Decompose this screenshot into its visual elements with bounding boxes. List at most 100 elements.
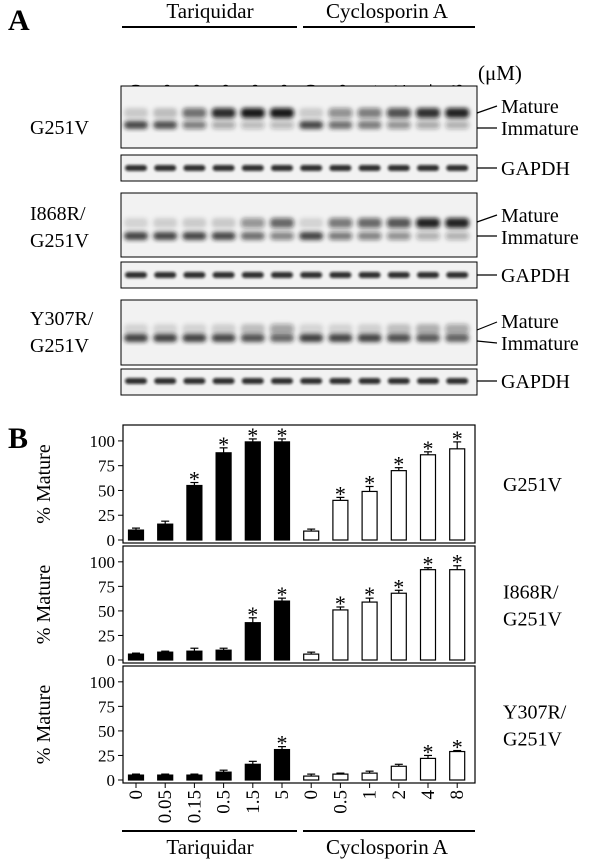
gapdh-band: [417, 165, 439, 171]
gapdh-band: [125, 272, 147, 278]
panel-b-label: B: [8, 422, 28, 455]
immature-band: [124, 121, 148, 129]
immature-band: [299, 334, 324, 342]
gapdh-band: [387, 165, 410, 171]
bar: [390, 765, 407, 781]
y-tick-label: 100: [90, 553, 116, 572]
bar: [419, 569, 437, 661]
mature-band: [386, 108, 411, 118]
significance-star: *: [364, 470, 375, 495]
unit-label: (μM): [478, 61, 522, 85]
immature-band: [357, 232, 382, 240]
significance-star: *: [423, 436, 434, 461]
blot3-label-line1: Y307R/: [30, 308, 94, 330]
percent-mature-chart: 0 25 50 75 100 % Mature G251V * * * * * * * * * 0 25 50 75 1…: [33, 423, 567, 790]
immature-band: [416, 121, 440, 129]
gapdh-band: [358, 272, 381, 278]
y-tick-label: 75: [98, 697, 115, 716]
bar: [303, 530, 320, 541]
immature-band: [182, 121, 207, 129]
bar: [127, 529, 145, 541]
x-tick-label: 0.5: [214, 790, 235, 814]
x-tick-label: 0.5: [330, 790, 351, 814]
x-tick-label: 8: [447, 790, 468, 800]
bar: [215, 771, 232, 781]
significance-star: *: [335, 591, 346, 616]
gapdh3-bands: [125, 378, 469, 384]
blot1-immature-label: Immature: [501, 118, 579, 140]
gapdh-band: [329, 272, 352, 278]
immature-band: [386, 334, 411, 342]
gapdh3-label: GAPDH: [501, 371, 570, 393]
significance-star: *: [452, 735, 463, 760]
gapdh-band: [183, 165, 206, 171]
x-tick-label: 1: [360, 790, 381, 800]
bar: [273, 441, 291, 541]
blot2-immature-label: Immature: [501, 227, 579, 249]
gapdh-band: [154, 272, 177, 278]
immature-band: [357, 334, 382, 342]
header-tariquidar: Tariquidar: [166, 0, 253, 23]
immature-band: [124, 232, 148, 240]
mature-band: [153, 108, 178, 118]
significance-star: *: [452, 426, 463, 451]
chart-genotype-label: I868R/: [503, 582, 559, 604]
x-tick-label: 0: [301, 790, 322, 800]
immature-band: [240, 121, 265, 129]
bar: [361, 490, 378, 541]
bar: [332, 609, 349, 661]
chart-genotype-label: G251V: [503, 729, 562, 751]
x-tick-label: 0.05: [155, 790, 176, 823]
immature-band: [328, 121, 353, 129]
gapdh2-membrane: [120, 261, 478, 289]
y-tick-label: 100: [90, 432, 116, 451]
blot3-label-line2: G251V: [30, 335, 89, 357]
significance-star: *: [393, 452, 404, 477]
mature-band: [357, 324, 382, 334]
bar: [419, 454, 437, 541]
immature-band: [182, 334, 207, 342]
immature-band: [416, 334, 440, 342]
gapdh-band: [125, 378, 147, 384]
bar: [127, 774, 145, 781]
immature-band: [445, 334, 470, 342]
x-tick-label: 1.5: [243, 790, 264, 814]
immature-band: [270, 121, 294, 129]
y-tick-label: 75: [98, 577, 115, 596]
blot2-mature-label: Mature: [501, 205, 559, 227]
bar: [449, 569, 466, 661]
header-cyclosporin: Cyclosporin A: [326, 0, 449, 23]
mature-band: [153, 324, 178, 334]
mature-band: [416, 218, 440, 228]
mature-band: [299, 218, 324, 228]
gapdh-band: [300, 378, 323, 384]
significance-star: *: [247, 602, 258, 627]
mature-band: [182, 218, 207, 228]
x-tick-label: 0.15: [184, 790, 205, 823]
significance-star: *: [423, 739, 434, 764]
y-axis-label: % Mature: [33, 444, 55, 524]
mature-band: [299, 108, 324, 118]
blot3-immature-label: Immature: [501, 333, 579, 355]
gapdh2-bands: [125, 272, 469, 278]
gapdh-band: [358, 165, 381, 171]
bar: [390, 470, 407, 541]
mature-band: [416, 324, 440, 334]
blot3-mature-label: Mature: [501, 311, 559, 333]
bar: [244, 622, 261, 661]
bar: [303, 775, 320, 781]
bar: [127, 653, 145, 661]
gapdh-band: [183, 272, 206, 278]
immature-band: [416, 232, 440, 240]
gapdh-band: [300, 165, 323, 171]
significance-star: *: [364, 582, 375, 607]
chart-panel-frame: [122, 545, 476, 664]
immature-band: [299, 121, 324, 129]
immature-band: [153, 232, 178, 240]
y-tick-label: 75: [98, 457, 115, 476]
bar: [157, 523, 174, 541]
x-tick-label: 5: [272, 790, 293, 800]
gapdh-band: [300, 272, 323, 278]
mature-band: [416, 108, 440, 118]
mature-band: [357, 218, 382, 228]
